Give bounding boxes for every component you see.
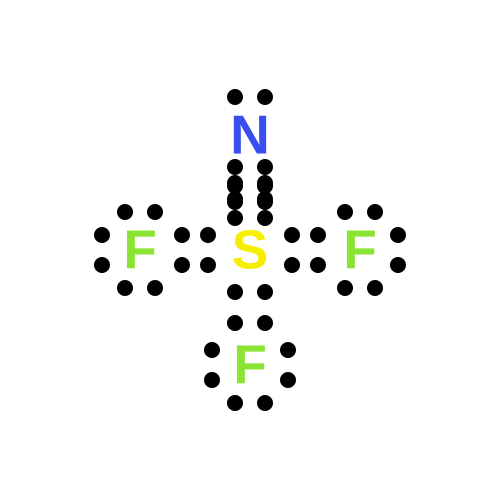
atom-s: S bbox=[232, 223, 269, 278]
electron-dot bbox=[257, 210, 273, 226]
electron-dot bbox=[174, 227, 190, 243]
electron-dot bbox=[227, 284, 243, 300]
atom-f_right: F bbox=[343, 223, 377, 278]
electron-dot bbox=[204, 372, 220, 388]
electron-dot bbox=[367, 204, 383, 220]
electron-dot bbox=[310, 257, 326, 273]
electron-dot bbox=[390, 227, 406, 243]
electron-dot bbox=[257, 175, 273, 191]
electron-dot bbox=[147, 204, 163, 220]
atom-n: N bbox=[230, 108, 270, 163]
electron-dot bbox=[337, 280, 353, 296]
electron-dot bbox=[337, 204, 353, 220]
electron-dot bbox=[257, 315, 273, 331]
electron-dot bbox=[200, 227, 216, 243]
electron-dot bbox=[367, 280, 383, 296]
electron-dot bbox=[147, 280, 163, 296]
electron-dot bbox=[227, 89, 243, 105]
electron-dot bbox=[200, 257, 216, 273]
electron-dot bbox=[94, 257, 110, 273]
electron-dot bbox=[257, 89, 273, 105]
electron-dot bbox=[280, 342, 296, 358]
electron-dot bbox=[280, 372, 296, 388]
atom-f_left: F bbox=[123, 223, 157, 278]
electron-dot bbox=[227, 315, 243, 331]
electron-dot bbox=[117, 204, 133, 220]
electron-dot bbox=[227, 210, 243, 226]
electron-dot bbox=[257, 191, 273, 207]
electron-dot bbox=[204, 342, 220, 358]
electron-dot bbox=[174, 257, 190, 273]
electron-dot bbox=[117, 280, 133, 296]
electron-dot bbox=[257, 159, 273, 175]
electron-dot bbox=[257, 284, 273, 300]
electron-dot bbox=[227, 191, 243, 207]
electron-dot bbox=[257, 395, 273, 411]
electron-dot bbox=[94, 227, 110, 243]
lewis-structure-diagram: S N F F F bbox=[0, 0, 500, 500]
electron-dot bbox=[227, 175, 243, 191]
electron-dot bbox=[284, 227, 300, 243]
electron-dot bbox=[284, 257, 300, 273]
electron-dot bbox=[227, 159, 243, 175]
atom-f_bottom: F bbox=[233, 338, 267, 393]
electron-dot bbox=[227, 395, 243, 411]
electron-dot bbox=[310, 227, 326, 243]
electron-dot bbox=[390, 257, 406, 273]
